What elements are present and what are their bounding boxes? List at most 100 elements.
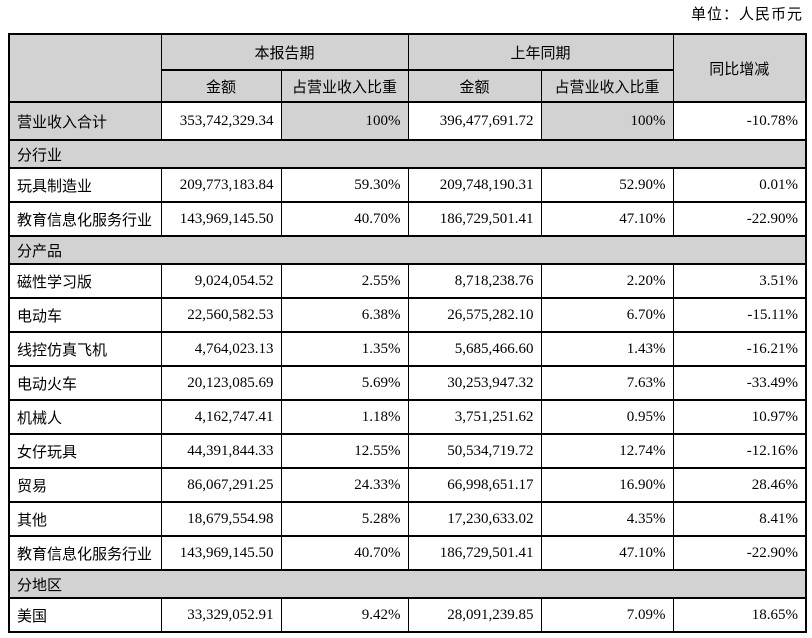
current-share-cell: 6.38% <box>280 297 409 333</box>
table-row: 女仔玩具 44,391,844.33 12.55% 50,534,719.72 12.7… <box>8 433 807 469</box>
prior-share-cell: 52.90% <box>540 167 674 203</box>
current-share-cell: 2.55% <box>280 263 409 299</box>
prior-share-cell: 12.74% <box>540 433 674 469</box>
prior-amount-cell: 8,718,238.76 <box>407 263 542 299</box>
revenue-breakdown-table: 本报告期 上年同期 同比增减 金额 占营业收入比重 金额 占营业收入比重 营业收… <box>8 33 808 633</box>
current-amount-cell: 143,969,145.50 <box>160 201 282 237</box>
prior-share-cell: 4.35% <box>540 501 674 537</box>
yoy-change-cell: -33.49% <box>672 365 807 401</box>
current-amount-cell: 22,560,582.53 <box>160 297 282 333</box>
prior-share-cell: 2.20% <box>540 263 674 299</box>
table-row: 电动车 22,560,582.53 6.38% 26,575,282.10 6.70% -… <box>8 297 807 333</box>
current-share-cell: 1.35% <box>280 331 409 367</box>
header-row-periods: 本报告期 上年同期 同比增减 <box>8 33 807 103</box>
corner-cell <box>8 33 162 103</box>
current-share-cell: 1.18% <box>280 399 409 435</box>
table-row: 线控仿真飞机 4,764,023.13 1.35% 5,685,466.60 1.43%… <box>8 331 807 367</box>
prior-amount-cell: 26,575,282.10 <box>407 297 542 333</box>
current-share-cell: 100% <box>280 101 409 141</box>
current-share-cell: 40.70% <box>280 535 409 571</box>
prior-share-cell: 1.43% <box>540 331 674 367</box>
section-header-region: 分地区 <box>8 569 807 599</box>
prior-amount-cell: 50,534,719.72 <box>407 433 542 469</box>
current-amount-cell: 353,742,329.34 <box>160 101 282 141</box>
prior-amount-cell: 28,091,239.85 <box>407 597 542 633</box>
yoy-change-cell: 18.65% <box>672 597 807 633</box>
prior-amount-cell: 186,729,501.41 <box>407 535 542 571</box>
current-amount-cell: 18,679,554.98 <box>160 501 282 537</box>
prior-amount-cell: 186,729,501.41 <box>407 201 542 237</box>
current-share-cell: 9.42% <box>280 597 409 633</box>
row-label-cell: 电动车 <box>8 297 162 333</box>
row-label-cell: 电动火车 <box>8 365 162 401</box>
table-row: 电动火车 20,123,085.69 5.69% 30,253,947.32 7.63%… <box>8 365 807 401</box>
prior-share-cell: 7.09% <box>540 597 674 633</box>
yoy-change-cell: -15.11% <box>672 297 807 333</box>
section-row-region: 分地区 <box>8 569 807 599</box>
table-row: 机械人 4,162,747.41 1.18% 3,751,251.62 0.95% 10.… <box>8 399 807 435</box>
prior-amount-cell: 396,477,691.72 <box>407 101 542 141</box>
current-amount-cell: 86,067,291.25 <box>160 467 282 503</box>
prior-amount-cell: 5,685,466.60 <box>407 331 542 367</box>
row-label-cell: 磁性学习版 <box>8 263 162 299</box>
current-amount-cell: 44,391,844.33 <box>160 433 282 469</box>
yoy-change-cell: -16.21% <box>672 331 807 367</box>
prior-share-cell: 7.63% <box>540 365 674 401</box>
prior-share-cell: 100% <box>540 101 674 141</box>
prior-share-cell: 0.95% <box>540 399 674 435</box>
prior-amount-cell: 209,748,190.31 <box>407 167 542 203</box>
prior-period-header: 上年同期 <box>407 33 674 71</box>
current-amount-header: 金额 <box>160 69 282 103</box>
current-share-cell: 59.30% <box>280 167 409 203</box>
row-label-cell: 教育信息化服务行业 <box>8 201 162 237</box>
table-row: 教育信息化服务行业 143,969,145.50 40.70% 186,729,501… <box>8 535 807 571</box>
section-row-industry: 分行业 <box>8 139 807 169</box>
prior-share-cell: 16.90% <box>540 467 674 503</box>
current-amount-cell: 143,969,145.50 <box>160 535 282 571</box>
prior-share-header: 占营业收入比重 <box>540 69 674 103</box>
row-label-cell: 教育信息化服务行业 <box>8 535 162 571</box>
prior-share-cell: 47.10% <box>540 201 674 237</box>
yoy-change-cell: 28.46% <box>672 467 807 503</box>
row-label-cell: 机械人 <box>8 399 162 435</box>
row-label-cell: 贸易 <box>8 467 162 503</box>
current-amount-cell: 4,162,747.41 <box>160 399 282 435</box>
row-label-cell: 玩具制造业 <box>8 167 162 203</box>
section-row-product: 分产品 <box>8 235 807 265</box>
current-share-cell: 12.55% <box>280 433 409 469</box>
table-row: 玩具制造业 209,773,183.84 59.30% 209,748,190.31 5… <box>8 167 807 203</box>
yoy-change-cell: -12.16% <box>672 433 807 469</box>
yoy-change-cell: 0.01% <box>672 167 807 203</box>
table-row: 磁性学习版 9,024,054.52 2.55% 8,718,238.76 2.20% 3… <box>8 263 807 299</box>
yoy-change-cell: -22.90% <box>672 535 807 571</box>
table-row: 教育信息化服务行业 143,969,145.50 40.70% 186,729,501… <box>8 201 807 237</box>
header-row-measures: 金额 占营业收入比重 金额 占营业收入比重 <box>9 69 806 103</box>
row-label-cell: 女仔玩具 <box>8 433 162 469</box>
yoy-header: 同比增减 <box>672 33 807 103</box>
table-row: 美国 33,329,052.91 9.42% 28,091,239.85 7.09% 18… <box>8 597 807 633</box>
current-amount-cell: 4,764,023.13 <box>160 331 282 367</box>
table-row: 贸易 86,067,291.25 24.33% 66,998,651.17 16.90%… <box>8 467 807 503</box>
yoy-change-cell: -22.90% <box>672 201 807 237</box>
current-share-cell: 24.33% <box>280 467 409 503</box>
yoy-change-cell: -10.78% <box>672 101 807 141</box>
current-share-cell: 5.69% <box>280 365 409 401</box>
prior-share-cell: 6.70% <box>540 297 674 333</box>
row-label-cell: 线控仿真飞机 <box>8 331 162 367</box>
prior-share-cell: 47.10% <box>540 535 674 571</box>
table-row: 营业收入合计 353,742,329.34 100% 396,477,691.72 10… <box>8 101 807 141</box>
current-amount-cell: 209,773,183.84 <box>160 167 282 203</box>
yoy-change-cell: 3.51% <box>672 263 807 299</box>
row-label-cell: 营业收入合计 <box>8 101 162 141</box>
current-share-cell: 5.28% <box>280 501 409 537</box>
yoy-change-cell: 10.97% <box>672 399 807 435</box>
prior-amount-cell: 30,253,947.32 <box>407 365 542 401</box>
current-amount-cell: 9,024,054.52 <box>160 263 282 299</box>
section-header-product: 分产品 <box>8 235 807 265</box>
prior-amount-cell: 3,751,251.62 <box>407 399 542 435</box>
section-header-industry: 分行业 <box>8 139 807 169</box>
current-share-cell: 40.70% <box>280 201 409 237</box>
current-share-header: 占营业收入比重 <box>280 69 409 103</box>
prior-amount-cell: 17,230,633.02 <box>407 501 542 537</box>
